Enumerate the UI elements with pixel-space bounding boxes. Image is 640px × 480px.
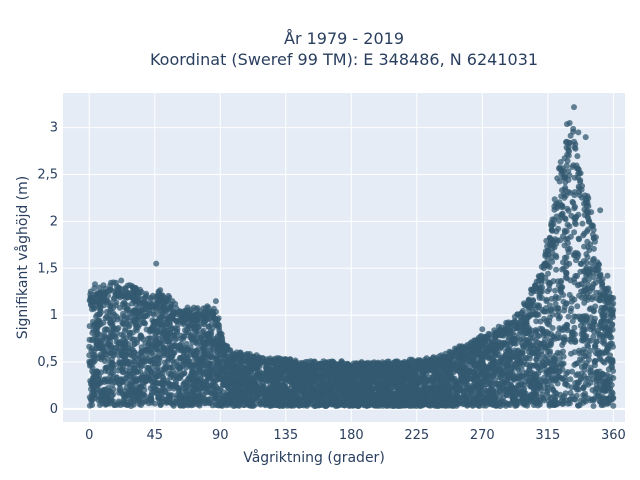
- data-point: [564, 246, 571, 253]
- data-point: [128, 345, 135, 352]
- data-point: [127, 314, 133, 321]
- data-point: [590, 403, 597, 409]
- data-point: [115, 325, 122, 331]
- data-point: [98, 309, 104, 316]
- data-point: [552, 335, 559, 342]
- data-point: [590, 274, 597, 281]
- data-point: [574, 303, 581, 310]
- data-point: [569, 329, 576, 336]
- chart-subtitle: Koordinat (Sweref 99 TM): E 348486, N 62…: [149, 50, 539, 69]
- data-point: [567, 376, 574, 383]
- data-point: [567, 233, 574, 240]
- data-point: [546, 286, 553, 293]
- data-point: [579, 220, 586, 227]
- data-point: [539, 394, 546, 401]
- data-point: [115, 340, 122, 347]
- data-point: [610, 402, 617, 409]
- data-point: [549, 258, 556, 265]
- data-point: [176, 386, 183, 393]
- data-point: [571, 229, 578, 236]
- data-point: [200, 391, 207, 398]
- data-point: [571, 275, 578, 282]
- data-point: [564, 151, 571, 158]
- data-point: [147, 327, 154, 334]
- data-point: [583, 286, 590, 293]
- data-point: [200, 397, 207, 404]
- data-point: [586, 247, 593, 253]
- data-point: [590, 333, 597, 340]
- data-point: [174, 370, 181, 377]
- data-point: [565, 207, 572, 214]
- data-point: [552, 287, 559, 294]
- data-point: [547, 348, 553, 355]
- data-point: [254, 395, 260, 402]
- data-point: [575, 402, 582, 409]
- chart-title: År 1979 - 2019: [284, 29, 404, 48]
- data-point: [161, 316, 168, 322]
- data-point: [157, 401, 164, 408]
- data-point: [136, 321, 143, 328]
- data-point: [572, 203, 578, 210]
- data-point: [590, 245, 597, 252]
- data-point: [94, 331, 101, 338]
- data-point: [568, 350, 574, 357]
- data-point: [571, 296, 578, 303]
- data-point: [577, 260, 584, 267]
- data-point: [553, 266, 560, 273]
- data-point: [136, 313, 143, 320]
- data-point: [202, 368, 209, 375]
- data-point: [555, 225, 562, 232]
- data-point: [545, 270, 551, 277]
- data-point: [146, 335, 153, 342]
- data-point: [560, 339, 567, 346]
- data-point: [584, 228, 590, 235]
- data-point: [560, 259, 566, 266]
- data-point: [567, 308, 574, 315]
- data-point: [562, 179, 569, 186]
- data-point: [123, 374, 130, 381]
- data-point: [544, 320, 551, 327]
- data-point: [576, 292, 583, 299]
- data-point: [543, 298, 550, 305]
- data-point: [566, 291, 573, 298]
- data-point: [587, 379, 594, 386]
- data-point: [372, 385, 379, 392]
- data-point: [172, 335, 179, 342]
- data-point: [564, 158, 571, 164]
- data-point: [535, 365, 542, 371]
- data-point: [589, 284, 596, 291]
- data-point: [578, 370, 585, 377]
- data-point: [179, 371, 186, 378]
- data-point: [571, 219, 578, 226]
- data-point: [580, 384, 587, 391]
- data-point: [122, 351, 129, 358]
- data-point: [596, 355, 603, 361]
- data-point: [553, 375, 560, 382]
- data-point: [560, 233, 566, 240]
- data-points: [86, 104, 617, 410]
- data-point: [137, 333, 144, 340]
- data-point: [88, 381, 94, 388]
- data-point: [101, 333, 108, 340]
- data-point: [131, 386, 138, 393]
- data-point: [554, 349, 561, 356]
- data-point: [609, 364, 616, 371]
- data-point: [533, 318, 540, 325]
- data-point: [565, 313, 572, 320]
- data-point: [505, 337, 512, 344]
- data-point: [569, 368, 576, 375]
- data-point: [164, 358, 171, 365]
- data-point: [529, 334, 536, 341]
- data-point: [583, 259, 590, 266]
- data-point: [160, 384, 167, 391]
- data-point: [168, 353, 175, 360]
- data-point: [440, 376, 446, 382]
- data-point: [561, 334, 568, 341]
- data-point: [130, 367, 137, 373]
- data-point: [557, 159, 564, 165]
- data-point: [571, 324, 578, 331]
